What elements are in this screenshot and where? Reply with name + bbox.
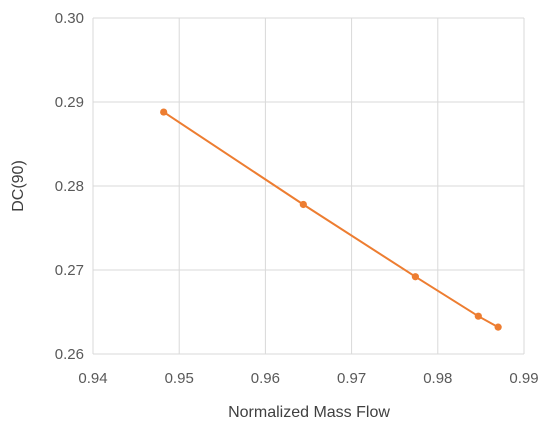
x-tick-label: 0.99 [509, 370, 538, 387]
data-point [474, 312, 482, 320]
x-axis-title: Normalized Mass Flow [228, 404, 390, 421]
data-point [494, 323, 502, 331]
y-tick-label: 0.28 [55, 178, 84, 195]
x-tick-label: 0.97 [337, 370, 366, 387]
x-tick-label: 0.98 [423, 370, 452, 387]
y-tick-label: 0.27 [55, 262, 84, 279]
series-group [160, 108, 502, 331]
y-tick-label: 0.30 [55, 10, 84, 27]
y-tick-label: 0.26 [55, 346, 84, 363]
data-point [160, 108, 168, 116]
y-tick-labels: 0.26 0.27 0.28 0.29 0.30 [55, 10, 84, 363]
series-line [163, 111, 499, 328]
data-point [299, 200, 307, 209]
data-point [411, 273, 419, 281]
y-axis-title: DC(90) [10, 160, 27, 212]
y-tick-label: 0.29 [55, 94, 84, 111]
x-tick-label: 0.95 [165, 370, 194, 387]
x-tick-label: 0.96 [251, 370, 280, 387]
x-tick-labels: 0.94 0.95 0.96 0.97 0.98 0.99 [78, 370, 538, 387]
x-tick-label: 0.94 [78, 370, 107, 387]
horizontal-gridlines [93, 17, 524, 355]
